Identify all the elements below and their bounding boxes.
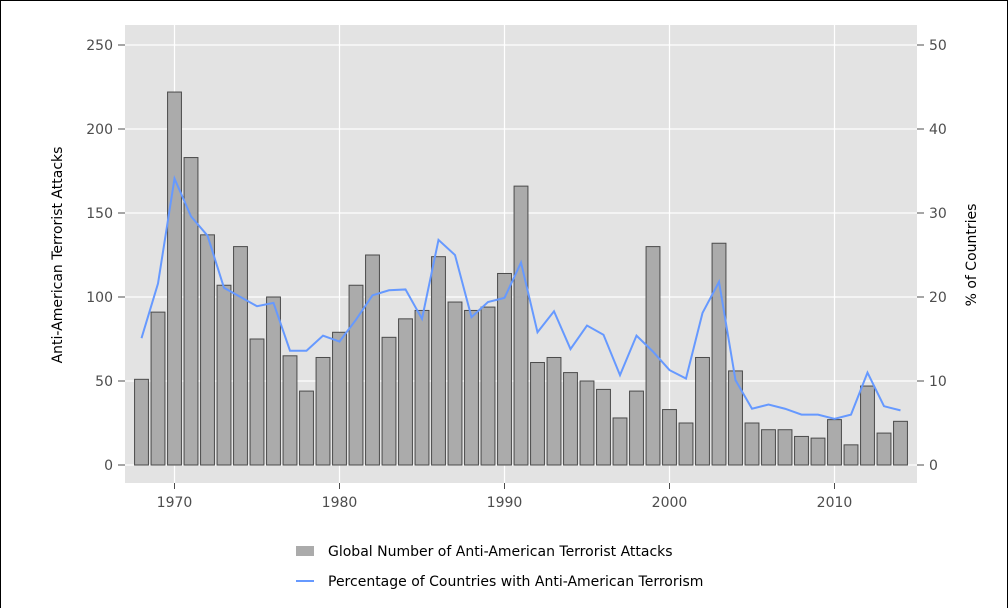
y-tick-label: 250 <box>86 38 113 54</box>
bar <box>530 362 545 466</box>
y-axis-title: Anti-American Terrorist Attacks <box>50 147 66 364</box>
bar <box>744 422 760 466</box>
bar <box>447 301 463 466</box>
bar <box>299 390 314 466</box>
legend: Global Number of Anti-American Terrorist… <box>296 544 703 590</box>
bar <box>282 355 298 466</box>
bar <box>183 157 199 466</box>
bar <box>249 338 265 466</box>
left-axis: 0 50 100 150 200 250 <box>86 38 125 474</box>
bar <box>662 409 677 466</box>
y2-tick-label: 30 <box>929 206 947 222</box>
bar <box>827 419 842 466</box>
x-tick-label: 1980 <box>322 495 358 511</box>
bar <box>348 284 364 466</box>
bar <box>233 246 248 466</box>
bar <box>332 331 347 466</box>
bar <box>711 242 727 466</box>
y-tick-label: 200 <box>86 122 113 138</box>
legend-label-line: Percentage of Countries with Anti-Americ… <box>328 574 703 590</box>
bar <box>266 296 281 466</box>
y2-tick-label: 40 <box>929 122 947 138</box>
bar <box>761 429 776 466</box>
bar <box>777 429 793 466</box>
y-tick-label: 50 <box>95 374 113 390</box>
bar <box>134 378 149 466</box>
y-tick-label: 100 <box>86 290 113 306</box>
bar <box>810 437 826 466</box>
percentage-line <box>140 175 901 420</box>
bar <box>513 185 529 466</box>
bar <box>398 318 413 466</box>
bar <box>695 356 710 466</box>
y2-tick-label: 10 <box>929 374 947 390</box>
bar <box>431 256 446 466</box>
x-axis: 1970 1980 1990 2000 2010 <box>157 483 853 511</box>
bar <box>579 380 595 466</box>
bar <box>645 246 661 466</box>
y2-axis-title: % of Countries <box>964 204 980 307</box>
bar <box>678 422 694 466</box>
bar <box>596 388 611 466</box>
y2-tick-label: 20 <box>929 290 947 306</box>
legend-swatch-bars <box>296 546 314 556</box>
x-tick-label: 1990 <box>487 495 523 511</box>
y-tick-label: 150 <box>86 206 113 222</box>
bar <box>728 370 743 466</box>
bar <box>876 432 892 466</box>
bar <box>464 309 479 466</box>
legend-label-bars: Global Number of Anti-American Terrorist… <box>328 544 673 560</box>
bar <box>794 435 809 466</box>
x-tick-label: 2010 <box>817 495 853 511</box>
bar <box>893 420 908 466</box>
x-tick-label: 2000 <box>652 495 688 511</box>
bar <box>414 309 430 466</box>
y-tick-label: 0 <box>104 458 113 474</box>
y2-tick-label: 0 <box>929 458 938 474</box>
bar <box>860 385 875 466</box>
right-axis: 0 10 20 30 40 50 <box>917 38 947 474</box>
bar <box>200 234 215 466</box>
bar <box>612 417 628 466</box>
bar <box>365 254 380 466</box>
bar <box>150 311 166 466</box>
bar <box>546 356 562 466</box>
y2-tick-label: 50 <box>929 38 947 54</box>
bar <box>629 390 644 466</box>
bar <box>167 91 182 466</box>
bar <box>315 356 331 466</box>
bar <box>480 306 496 466</box>
bar <box>381 336 397 466</box>
bar <box>843 444 859 466</box>
bar <box>563 372 578 466</box>
bar <box>497 272 512 466</box>
x-tick-label: 1970 <box>157 495 193 511</box>
bar <box>216 284 232 466</box>
